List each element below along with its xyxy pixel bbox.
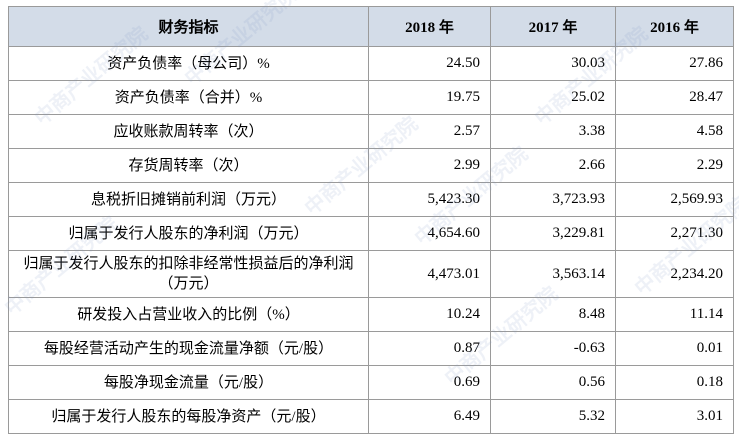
- row-label: 每股净现金流量（元/股）: [8, 365, 369, 400]
- header-cell: 2017 年: [490, 6, 616, 47]
- cell-value: 3,723.93: [490, 182, 616, 217]
- header-cell: 财务指标: [8, 6, 369, 47]
- cell-value: 3.01: [615, 399, 734, 434]
- row-label: 资产负债率（母公司）%: [8, 46, 369, 81]
- row-label: 存货周转率（次）: [8, 148, 369, 183]
- cell-value: 11.14: [615, 297, 734, 332]
- table-row: 应收账款周转率（次） 2.57 3.38 4.58: [8, 114, 734, 149]
- cell-value: 2.57: [368, 114, 491, 149]
- cell-value: 10.24: [368, 297, 491, 332]
- header-cell: 2018 年: [368, 6, 491, 47]
- cell-value: 27.86: [615, 46, 734, 81]
- table-row: 息税折旧摊销前利润（万元） 5,423.30 3,723.93 2,569.93: [8, 182, 734, 217]
- cell-value: 6.49: [368, 399, 491, 434]
- row-label: 研发投入占营业收入的比例（%）: [8, 297, 369, 332]
- table-row: 研发投入占营业收入的比例（%） 10.24 8.48 11.14: [8, 297, 734, 332]
- table-row: 资产负债率（母公司）% 24.50 30.03 27.86: [8, 46, 734, 81]
- row-label: 归属于发行人股东的每股净资产（元/股）: [8, 399, 369, 434]
- cell-value: 5.32: [490, 399, 616, 434]
- row-label: 资产负债率（合并）%: [8, 80, 369, 115]
- table-row: 归属于发行人股东的净利润（万元） 4,654.60 3,229.81 2,271.30: [8, 216, 734, 251]
- cell-value: 3,563.14: [490, 250, 616, 298]
- row-label: 归属于发行人股东的净利润（万元）: [8, 216, 369, 251]
- cell-value: 8.48: [490, 297, 616, 332]
- cell-value: 2.99: [368, 148, 491, 183]
- cell-value: 4,473.01: [368, 250, 491, 298]
- cell-value: 2,271.30: [615, 216, 734, 251]
- cell-value: 30.03: [490, 46, 616, 81]
- cell-value: 0.18: [615, 365, 734, 400]
- cell-value: 0.01: [615, 331, 734, 366]
- table-row: 归属于发行人股东的扣除非经常性损益后的净利润（万元） 4,473.01 3,563.…: [8, 250, 734, 298]
- cell-value: 0.56: [490, 365, 616, 400]
- table-body: 资产负债率（母公司）% 24.50 30.03 27.86 资产负债率（合并）% 19.7…: [8, 46, 734, 434]
- cell-value: 24.50: [368, 46, 491, 81]
- row-label: 应收账款周转率（次）: [8, 114, 369, 149]
- cell-value: 28.47: [615, 80, 734, 115]
- cell-value: 25.02: [490, 80, 616, 115]
- cell-value: 2.29: [615, 148, 734, 183]
- header-cell: 2016 年: [615, 6, 734, 47]
- cell-value: 4.58: [615, 114, 734, 149]
- table-row: 归属于发行人股东的每股净资产（元/股） 6.49 5.32 3.01: [8, 399, 734, 434]
- cell-value: 2.66: [490, 148, 616, 183]
- header-row: 财务指标 2018 年 2017 年 2016 年: [8, 6, 734, 47]
- cell-value: 0.87: [368, 331, 491, 366]
- table-row: 每股经营活动产生的现金流量净额（元/股） 0.87 -0.63 0.01: [8, 331, 734, 366]
- cell-value: 3.38: [490, 114, 616, 149]
- cell-value: 4,654.60: [368, 216, 491, 251]
- table-row: 资产负债率（合并）% 19.75 25.02 28.47: [8, 80, 734, 115]
- cell-value: 19.75: [368, 80, 491, 115]
- data-table: 财务指标 2018 年 2017 年 2016 年 资产负债率（母公司）% 24.50 3…: [8, 6, 734, 434]
- table-row: 每股净现金流量（元/股） 0.69 0.56 0.18: [8, 365, 734, 400]
- cell-value: 0.69: [368, 365, 491, 400]
- cell-value: 3,229.81: [490, 216, 616, 251]
- row-label: 息税折旧摊销前利润（万元）: [8, 182, 369, 217]
- cell-value: 2,569.93: [615, 182, 734, 217]
- cell-value: 2,234.20: [615, 250, 734, 298]
- table-row: 存货周转率（次） 2.99 2.66 2.29: [8, 148, 734, 183]
- row-label: 归属于发行人股东的扣除非经常性损益后的净利润（万元）: [8, 250, 369, 298]
- cell-value: -0.63: [490, 331, 616, 366]
- cell-value: 5,423.30: [368, 182, 491, 217]
- row-label: 每股经营活动产生的现金流量净额（元/股）: [8, 331, 369, 366]
